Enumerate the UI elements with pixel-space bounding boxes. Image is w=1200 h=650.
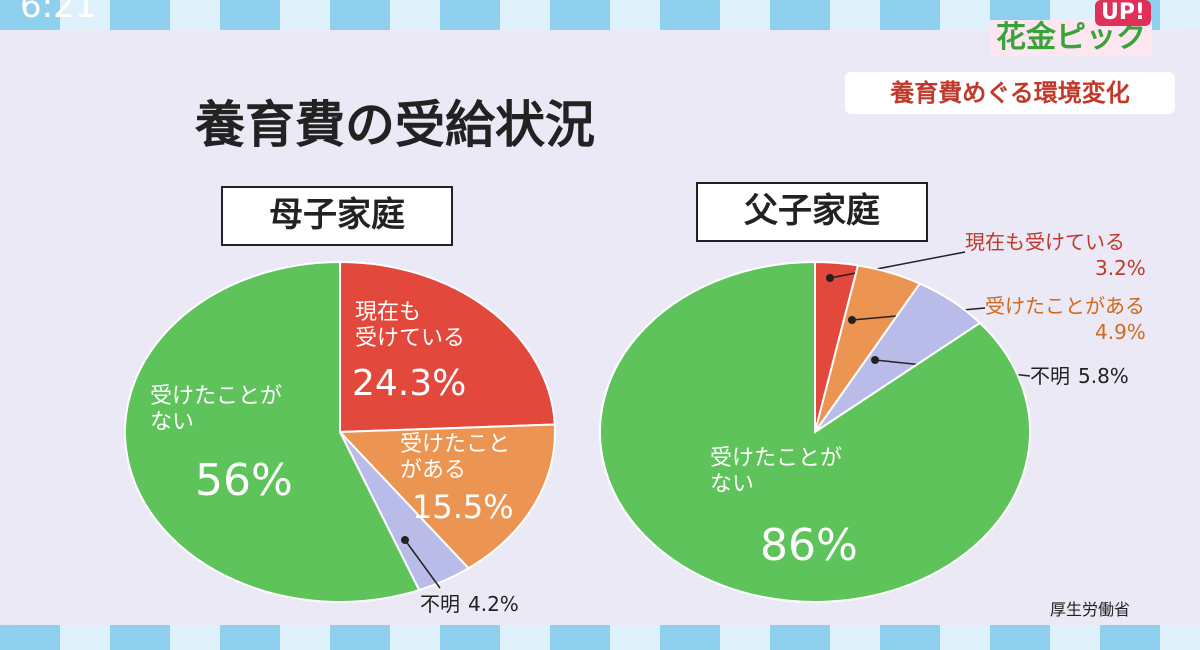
value-label: 3.2% [1095, 256, 1146, 280]
logo: 花金ピック [990, 20, 1152, 56]
leader-dot [871, 356, 879, 364]
pie-slice [337, 423, 556, 570]
slice-label: 不明 4.2% [420, 592, 519, 616]
clock: 6:21 [20, 0, 97, 26]
category-label: 現在も受けている [965, 230, 1125, 254]
value-label: 5.8% [1078, 364, 1129, 388]
leader-dot [826, 274, 834, 282]
category-label: 受けたことが ない [710, 446, 843, 498]
subtitle-box [221, 186, 453, 246]
value-label: 4.2% [468, 592, 519, 616]
pie-slice [339, 260, 556, 434]
category-label: 受けたこと がある [400, 432, 511, 484]
subtitle-box [696, 182, 928, 242]
value-label: 24.3% [352, 363, 467, 404]
category-label: 受けたことがある [985, 294, 1145, 318]
pie-slice [124, 260, 421, 603]
category-label: 不明 [1030, 364, 1070, 388]
category-label: 受けたことが ない [150, 384, 283, 436]
logo-badge: UP! [1095, 0, 1152, 27]
source: 厚生労働省 [1050, 600, 1131, 619]
leader-line [404, 539, 441, 589]
page-title: 養育費の受給状況 [195, 96, 595, 154]
value-label: 4.9% [1095, 320, 1146, 344]
subtitle: 母子家庭 [269, 195, 405, 235]
bottom-strip [0, 625, 1200, 650]
leader-line [829, 251, 966, 279]
category-label: 不明 [420, 592, 460, 616]
value-label: 56% [195, 455, 293, 506]
value-label: 15.5% [412, 488, 514, 526]
subtitle: 父子家庭 [744, 191, 880, 231]
value-label: 86% [760, 520, 858, 571]
slice-label: 不明 5.8% [1030, 364, 1129, 388]
leader-dot [401, 536, 409, 544]
banner: 養育費めぐる環境変化 [845, 72, 1175, 114]
pie-slice [599, 260, 1031, 603]
category-label: 現在も 受けている [355, 300, 466, 352]
leader-dot [848, 316, 856, 324]
